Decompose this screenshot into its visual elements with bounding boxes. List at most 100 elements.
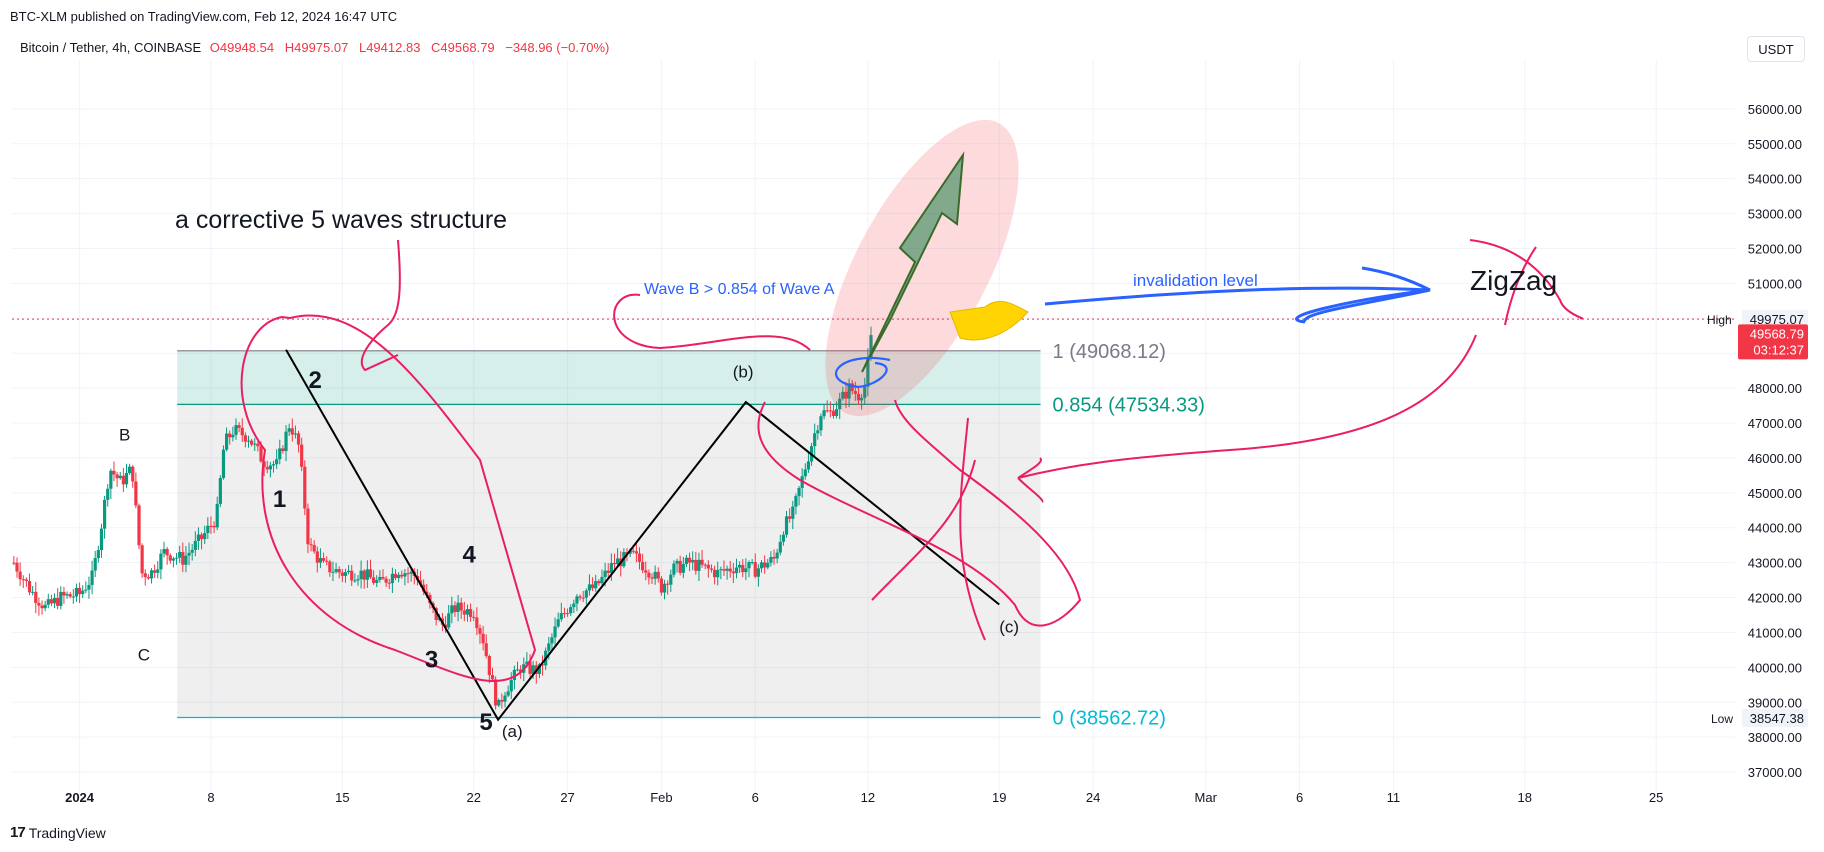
candle-body — [722, 569, 726, 571]
candle-body — [112, 470, 116, 475]
candle-body — [844, 391, 848, 399]
wave-label: B — [119, 425, 130, 444]
candle-body — [124, 473, 129, 485]
candle-body — [281, 448, 285, 452]
y-tick-label: 46000.00 — [1748, 451, 1802, 466]
symbol-title[interactable]: Bitcoin / Tether, 4h, COINBASE — [20, 40, 202, 55]
candle-body — [753, 562, 757, 577]
candle-body — [300, 444, 304, 467]
currency-button[interactable]: USDT — [1747, 36, 1805, 62]
candle-body — [321, 558, 326, 561]
candle-body — [644, 570, 648, 573]
candle-body — [343, 572, 348, 576]
candle-body — [171, 558, 176, 561]
candle-body — [350, 570, 354, 581]
wave-label: 1 — [273, 486, 286, 513]
candle-body — [697, 559, 701, 571]
high-badge-label: High — [1707, 313, 1732, 327]
candle-body — [553, 626, 557, 638]
candle-body — [193, 540, 197, 550]
low-badge-value: 38547.38 — [1750, 711, 1804, 726]
y-tick-label: 53000.00 — [1748, 207, 1802, 222]
candle-body — [703, 564, 707, 566]
y-tick-label: 47000.00 — [1748, 416, 1802, 431]
x-tick-label: 18 — [1518, 790, 1532, 805]
invalidation-annotation: invalidation level — [1133, 271, 1258, 290]
ohlc-open: O49948.54 — [209, 40, 275, 55]
x-tick-label: 24 — [1086, 790, 1100, 805]
candle-body — [209, 525, 213, 527]
candle-body — [453, 605, 457, 612]
candle-body — [678, 560, 682, 573]
high-badge-box — [1742, 310, 1808, 329]
candle-body — [275, 459, 279, 465]
candle-body — [450, 605, 454, 614]
x-tick-label: 27 — [560, 790, 574, 805]
x-tick-label: 25 — [1649, 790, 1663, 805]
candle-body — [315, 551, 319, 563]
candle-body — [512, 669, 516, 680]
candle-body — [590, 584, 595, 589]
candle-body — [650, 577, 654, 579]
candle-body — [99, 528, 104, 551]
y-tick-label: 39000.00 — [1748, 695, 1802, 710]
candle-body — [49, 599, 54, 604]
candle-body — [578, 596, 582, 598]
fib-zone-upper — [177, 350, 1041, 405]
candle-body — [734, 567, 739, 574]
candle-body — [784, 516, 789, 535]
candle-body — [647, 572, 651, 578]
candle-body — [325, 560, 329, 562]
fib-level-label: 0.854 (47534.33) — [1053, 394, 1205, 416]
candle-body — [684, 557, 689, 565]
candle-body — [834, 409, 839, 416]
candle-body — [769, 556, 773, 563]
candle-body — [21, 579, 25, 581]
last-price-badge — [1738, 324, 1808, 360]
candle-body — [196, 534, 201, 541]
candle-body — [268, 465, 272, 470]
wave-b-annotation: Wave B > 0.854 of Wave A — [644, 281, 835, 298]
candle-body — [475, 617, 479, 629]
candle-body — [12, 562, 16, 564]
candle-body — [603, 570, 607, 577]
candle-body — [791, 506, 795, 519]
candle-body — [562, 613, 567, 615]
candle-body — [390, 573, 394, 584]
footer-brand[interactable]: 17 TradingView — [10, 824, 106, 841]
candle-body — [581, 597, 585, 599]
candle-body — [37, 602, 41, 606]
candle-body — [287, 428, 291, 432]
candle-body — [353, 580, 357, 582]
ohlc-high: H49975.07 — [284, 40, 349, 55]
candle-body — [681, 564, 685, 573]
candle-body — [237, 425, 241, 428]
candle-body — [81, 590, 85, 595]
candle-body — [869, 335, 873, 358]
y-tick-label: 45000.00 — [1748, 486, 1802, 501]
candle-body — [775, 552, 779, 559]
candle-body — [40, 605, 44, 609]
candle-body — [656, 571, 660, 579]
candle-body — [90, 570, 94, 585]
candle-body — [628, 550, 632, 554]
candle-body — [34, 591, 38, 603]
candle-body — [368, 569, 373, 578]
x-tick-label: 6 — [1296, 790, 1303, 805]
y-tick-label: 44000.00 — [1748, 521, 1802, 536]
candle-body — [406, 573, 410, 575]
y-tick-label: 54000.00 — [1748, 172, 1802, 187]
candle-body — [537, 664, 542, 674]
candle-body — [866, 357, 870, 387]
candle-body — [409, 571, 413, 574]
candle-body — [59, 591, 63, 606]
high-badge-value: 49975.07 — [1750, 312, 1804, 327]
candle-body — [278, 448, 282, 460]
zigzag-annotation: ZigZag — [1470, 265, 1557, 296]
candle-body — [600, 576, 604, 584]
candle-body — [731, 571, 735, 574]
candle-body — [556, 619, 560, 627]
y-tick-label: 48000.00 — [1748, 381, 1802, 396]
candle-body — [700, 559, 704, 565]
